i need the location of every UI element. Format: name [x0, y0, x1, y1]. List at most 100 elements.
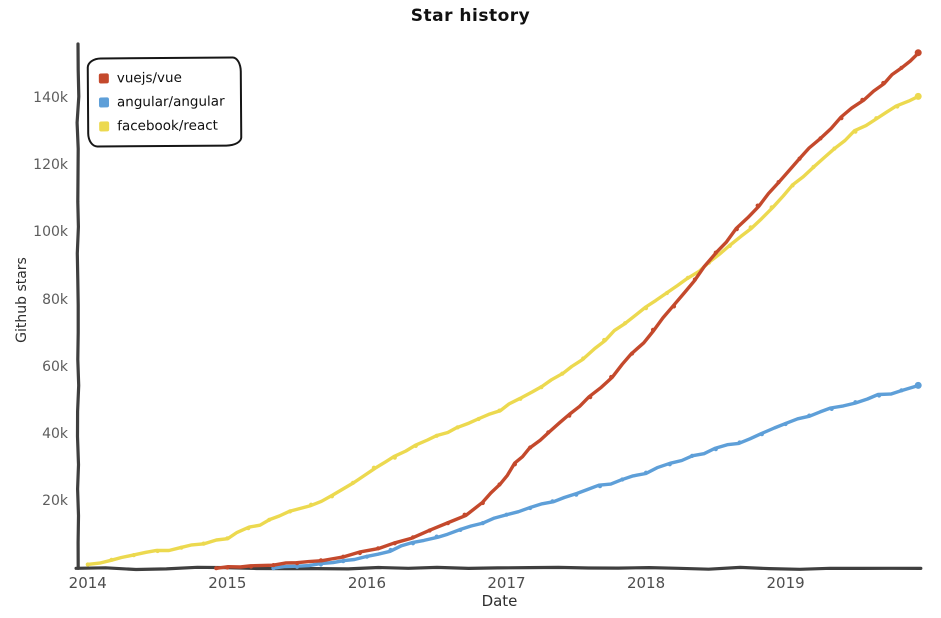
- data-point: [357, 550, 362, 556]
- data-point: [309, 502, 314, 507]
- data-point: [364, 554, 369, 559]
- chart-title: Star history: [410, 6, 531, 26]
- data-point: [877, 393, 882, 398]
- data-point: [392, 455, 397, 460]
- data-point: [832, 146, 837, 151]
- data-point: [410, 541, 416, 546]
- legend-swatch-icon: [98, 73, 109, 84]
- data-point: [734, 227, 739, 232]
- data-point: [853, 400, 858, 405]
- data-point: [776, 180, 781, 185]
- data-point: [829, 406, 834, 411]
- series-line-facebook-react: [85, 94, 920, 567]
- data-point: [759, 432, 765, 437]
- data-point: [713, 250, 718, 255]
- data-point: [853, 129, 858, 134]
- legend-item-angular-angular: angular/angular: [98, 90, 225, 115]
- legend-item-facebook-react: facebook/react: [99, 114, 225, 139]
- data-point: [480, 521, 485, 526]
- data-point: [807, 413, 812, 418]
- data-point: [214, 566, 219, 571]
- y-axis-line: [75, 42, 81, 570]
- data-point: [546, 430, 551, 435]
- data-point: [581, 356, 586, 361]
- y-tick-label: 80k: [42, 291, 68, 308]
- data-point: [737, 440, 742, 445]
- data-point: [341, 559, 346, 564]
- data-point: [588, 395, 593, 400]
- data-point: [671, 304, 677, 309]
- data-point: [602, 337, 607, 343]
- data-point: [574, 492, 579, 497]
- data-point: [713, 447, 718, 452]
- data-point: [597, 484, 603, 489]
- data-point: [480, 500, 485, 506]
- data-point: [497, 482, 502, 487]
- legend-label: facebook/react: [117, 117, 218, 135]
- data-point: [539, 385, 544, 390]
- y-tick-label: 40k: [42, 426, 68, 443]
- x-axis-label: Date: [481, 592, 518, 610]
- data-point: [560, 371, 565, 376]
- data-point: [267, 517, 272, 522]
- data-point: [643, 306, 649, 311]
- data-point: [455, 425, 460, 430]
- data-point: [839, 116, 844, 121]
- data-point: [790, 183, 795, 188]
- data-point: [329, 494, 335, 499]
- data-point: [811, 164, 816, 170]
- data-point: [914, 49, 922, 57]
- data-point: [155, 548, 160, 554]
- data-point: [643, 470, 649, 475]
- data-point: [899, 388, 904, 393]
- data-point: [462, 512, 467, 517]
- data-point: [620, 477, 625, 482]
- data-point: [434, 534, 439, 539]
- data-point: [667, 462, 672, 467]
- data-point: [271, 563, 276, 568]
- data-point: [225, 565, 230, 570]
- y-tick-label: 60k: [42, 358, 68, 375]
- data-point: [755, 203, 760, 208]
- legend-item-vuejs-vue: vuejs/vue: [98, 66, 225, 91]
- data-point: [881, 80, 886, 86]
- data-point: [528, 445, 533, 450]
- data-point: [664, 290, 670, 296]
- data-point: [350, 480, 356, 485]
- x-tick-label: 2017: [487, 573, 526, 592]
- data-point: [797, 156, 802, 161]
- data-point: [410, 535, 416, 540]
- data-point: [692, 277, 698, 282]
- data-point: [388, 547, 393, 553]
- data-point: [818, 136, 823, 141]
- data-point: [630, 351, 635, 356]
- data-point: [650, 327, 656, 332]
- legend-swatch-icon: [99, 121, 110, 132]
- data-point: [371, 465, 376, 470]
- data-point: [609, 374, 614, 380]
- y-tick-label: 100k: [33, 224, 68, 241]
- y-tick-label: 120k: [33, 157, 68, 174]
- data-point: [914, 92, 922, 100]
- series-facebook-react: [85, 92, 922, 567]
- data-point: [288, 509, 293, 514]
- series-vuejs-vue: [214, 49, 922, 571]
- data-point: [295, 564, 300, 569]
- data-point: [748, 225, 753, 230]
- y-tick-label: 140k: [33, 90, 68, 107]
- data-point: [497, 408, 502, 413]
- data-point: [434, 433, 439, 438]
- legend-label: vuejs/vue: [116, 69, 182, 87]
- data-point: [458, 527, 463, 533]
- legend: vuejs/vue angular/angular facebook/react: [86, 56, 242, 148]
- series-angular-angular: [271, 381, 922, 571]
- data-point: [783, 421, 788, 427]
- data-point: [528, 505, 533, 511]
- data-point: [318, 558, 323, 563]
- data-point: [109, 557, 114, 562]
- data-point: [201, 541, 206, 546]
- x-axis-line: [74, 565, 923, 572]
- data-point: [899, 65, 904, 70]
